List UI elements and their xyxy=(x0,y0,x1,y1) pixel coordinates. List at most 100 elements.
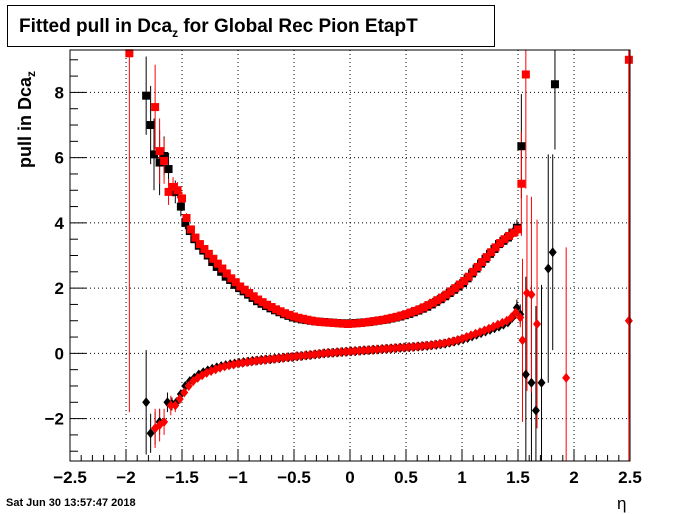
data-point-square xyxy=(186,225,195,234)
data-point-square xyxy=(173,186,182,195)
x-tick-label: −1 xyxy=(228,468,247,487)
data-point-square xyxy=(384,314,393,323)
x-tick-label: 0.5 xyxy=(394,468,418,487)
data-point-diamond xyxy=(624,315,633,326)
data-point-square xyxy=(370,317,379,326)
data-point-square xyxy=(142,91,151,100)
data-point-square xyxy=(455,280,464,289)
data-point-diamond xyxy=(399,342,408,353)
data-point-square xyxy=(500,235,509,244)
data-point-square xyxy=(375,316,384,325)
data-point-square xyxy=(393,312,402,321)
y-tick-label: 4 xyxy=(55,214,65,233)
data-point-diamond xyxy=(548,247,557,258)
data-point-diamond xyxy=(171,400,180,411)
data-point-diamond xyxy=(323,348,332,359)
x-tick-label: 2.5 xyxy=(618,468,642,487)
data-point-square xyxy=(406,308,415,317)
y-tick-label: 0 xyxy=(55,344,64,363)
data-point-square xyxy=(312,317,321,326)
data-point-diamond xyxy=(359,345,368,356)
data-point-square xyxy=(424,301,433,310)
chart-title: Fitted pull in Dcaz for Global Rec Pion … xyxy=(19,16,418,40)
data-point-diamond xyxy=(332,347,341,358)
data-point-diamond xyxy=(354,345,363,356)
data-point-square xyxy=(249,292,258,301)
data-point-square xyxy=(169,183,178,191)
y-tick-labels: −2 0 2 4 6 8 xyxy=(45,83,65,428)
data-point-diamond xyxy=(507,312,516,323)
x-tick-label: 2 xyxy=(569,468,578,487)
data-point-square xyxy=(209,254,218,263)
data-point-square xyxy=(222,269,231,278)
data-point-square xyxy=(514,225,522,234)
data-point-diamond xyxy=(413,341,422,352)
data-point-square xyxy=(321,318,330,327)
data-point-square xyxy=(469,267,478,276)
data-point-square xyxy=(410,306,419,315)
data-point-diamond xyxy=(390,343,399,354)
data-point-square xyxy=(357,319,366,328)
data-point-square xyxy=(227,274,236,283)
data-point-square xyxy=(298,314,307,323)
title-box: Fitted pull in Dcaz for Global Rec Pion … xyxy=(7,5,495,47)
data-point-square xyxy=(290,312,298,321)
axis-ticks xyxy=(69,59,631,461)
data-point-square xyxy=(294,313,303,322)
data-point-diamond xyxy=(537,377,546,388)
data-point-square xyxy=(178,194,186,203)
data-point-square xyxy=(125,49,134,58)
data-point-square xyxy=(402,310,410,319)
data-point-square xyxy=(316,318,325,327)
y-axis-label-main: pull in Dca xyxy=(15,76,35,168)
data-point-diamond xyxy=(346,346,354,357)
x-axis-label: η xyxy=(617,494,627,513)
data-point-diamond xyxy=(408,341,417,352)
data-point-square xyxy=(464,272,473,281)
data-point-square xyxy=(521,70,530,79)
data-point-diamond xyxy=(341,346,350,357)
data-point-square xyxy=(218,264,227,273)
data-point-square xyxy=(285,310,294,319)
data-point-diamond xyxy=(160,416,169,427)
data-point-square xyxy=(150,150,158,159)
data-point-diamond xyxy=(368,344,377,355)
data-point-square xyxy=(348,319,357,328)
data-point-square xyxy=(343,320,352,328)
data-point-square xyxy=(505,231,514,240)
data-point-square xyxy=(200,244,209,253)
data-point-diamond xyxy=(350,346,359,357)
datestamp: Sat Jun 30 13:57:47 2018 xyxy=(6,497,136,509)
data-point-square xyxy=(339,319,348,328)
data-point-square xyxy=(276,307,285,316)
data-point-square xyxy=(146,121,155,130)
y-tick-label: 6 xyxy=(55,149,64,168)
data-point-square xyxy=(164,165,173,174)
data-point-square xyxy=(191,233,200,242)
y-axis-label: pull in Dcaz xyxy=(15,71,38,168)
data-point-square xyxy=(437,293,446,302)
data-point-diamond xyxy=(422,340,431,351)
data-point-square xyxy=(236,282,245,291)
data-point-diamond xyxy=(184,380,193,391)
data-point-diamond xyxy=(544,263,553,274)
data-point-square xyxy=(366,317,375,326)
y-tick-label: 8 xyxy=(55,83,64,102)
data-point-square xyxy=(451,284,460,293)
data-point-square xyxy=(460,276,469,285)
x-tick-label: 0 xyxy=(345,468,354,487)
x-tick-label: 1.5 xyxy=(506,468,530,487)
data-point-square xyxy=(213,259,222,268)
data-point-diamond xyxy=(527,377,536,388)
data-point-square xyxy=(397,311,406,320)
data-point-diamond xyxy=(511,307,520,318)
y-axis-label-sub: z xyxy=(24,70,38,77)
data-point-square xyxy=(160,156,169,165)
data-point-square xyxy=(263,300,272,309)
data-point-square xyxy=(433,296,442,305)
data-point-square xyxy=(281,309,290,318)
x-tick-label: −2.5 xyxy=(53,468,87,487)
data-point-diamond xyxy=(256,355,265,366)
plot-frame xyxy=(69,49,631,462)
data-point-square xyxy=(181,218,190,227)
